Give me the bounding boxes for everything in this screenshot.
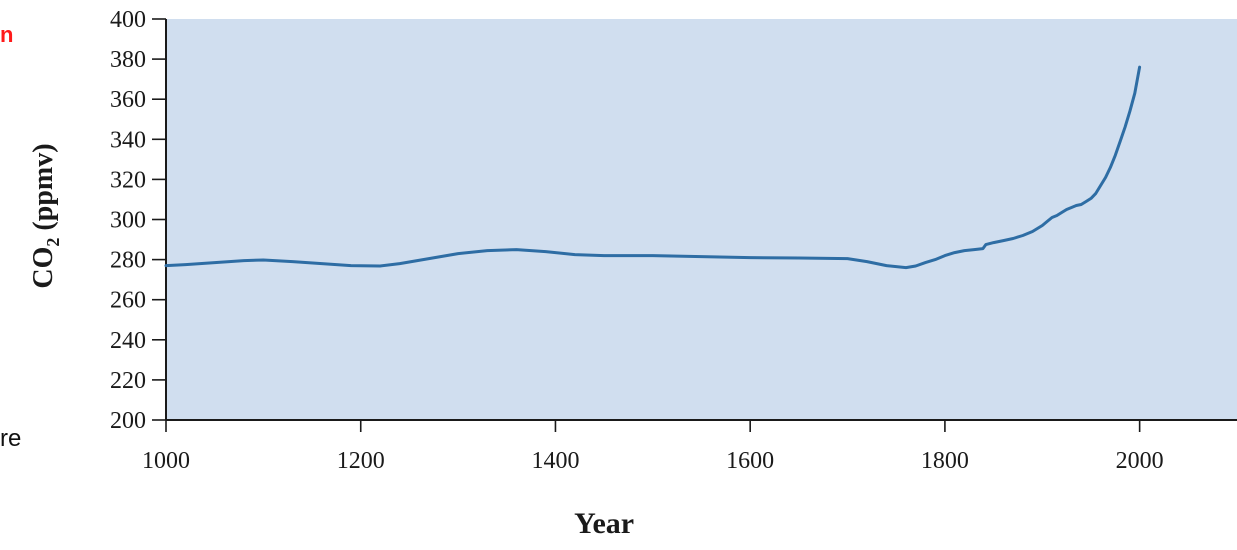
x-tick-label: 1200 xyxy=(337,448,385,474)
x-tick-label: 1000 xyxy=(142,448,190,474)
y-tick-label: 240 xyxy=(110,328,146,354)
plot-area-background xyxy=(166,19,1237,420)
tick-labels-layer: 200 220 240 260 280 300 320 340 360 380 400 1000 120… xyxy=(110,7,1164,474)
y-tick-label: 260 xyxy=(110,288,146,314)
y-tick-label: 200 xyxy=(110,408,146,434)
x-axis-label: Year xyxy=(574,507,634,540)
y-tick-label: 300 xyxy=(110,208,146,234)
y-tick-label: 360 xyxy=(110,87,146,113)
cropped-fragment-text: re xyxy=(0,425,22,452)
y-axis-label-unit: (ppmv) xyxy=(28,143,59,237)
y-tick-label: 320 xyxy=(110,167,146,193)
y-tick-label: 400 xyxy=(110,7,146,33)
y-axis-label-main: CO xyxy=(28,247,59,289)
y-tick-label: 340 xyxy=(110,127,146,153)
y-tick-label: 220 xyxy=(110,368,146,394)
x-tick-label: 1800 xyxy=(921,448,969,474)
x-tick-label: 2000 xyxy=(1116,448,1164,474)
x-tick-label: 1400 xyxy=(531,448,579,474)
x-tick-label: 1600 xyxy=(726,448,774,474)
cropped-fragment-text: n xyxy=(0,22,14,47)
y-axis-label-subscript: 2 xyxy=(43,238,63,247)
y-axis-label: CO2 (ppmv) xyxy=(28,143,63,288)
y-tick-label: 380 xyxy=(110,47,146,73)
y-tick-label: 280 xyxy=(110,248,146,274)
co2-series-line xyxy=(164,65,1142,270)
